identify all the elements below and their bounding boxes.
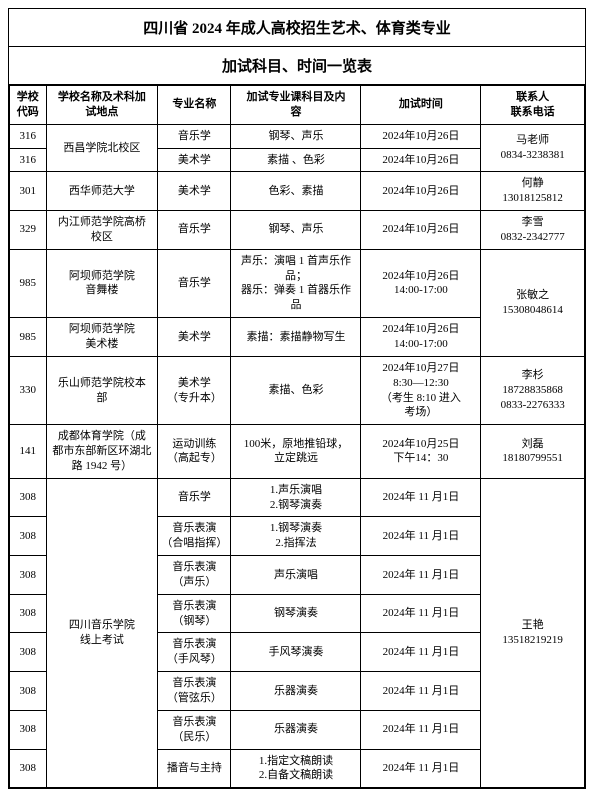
cell-major: 音乐学: [158, 124, 231, 148]
cell-school: 西昌学院北校区: [46, 124, 158, 172]
cell-subj: 手风琴演奏: [231, 633, 361, 672]
cell-major: 音乐表演（钢琴）: [158, 594, 231, 633]
cell-subj: 色彩、素描: [231, 172, 361, 211]
cell-contact: 何静13018125812: [481, 172, 585, 211]
cell-school: 阿坝师范学院美术楼: [46, 318, 158, 357]
cell-subj: 素描、色彩: [231, 356, 361, 424]
cell-major: 美术学: [158, 172, 231, 211]
header-subject: 加试专业课科目及内容: [231, 86, 361, 125]
cell-major: 音乐学: [158, 478, 231, 517]
cell-time: 2024年 11 月1日: [361, 710, 481, 749]
cell-code: 308: [10, 556, 47, 595]
cell-contact: 马老师0834-3238381: [481, 124, 585, 172]
cell-major: 音乐表演（手风琴）: [158, 633, 231, 672]
cell-subj: 1.声乐演唱2.钢琴演奏: [231, 478, 361, 517]
header-code: 学校代码: [10, 86, 47, 125]
cell-major: 音乐表演（合唱指挥）: [158, 517, 231, 556]
schedule-table: 学校代码 学校名称及术科加试地点 专业名称 加试专业课科目及内容 加试时间 联系…: [9, 85, 585, 788]
table-row: 308 四川音乐学院线上考试 音乐学 1.声乐演唱2.钢琴演奏 2024年 11…: [10, 478, 585, 517]
cell-time: 2024年10月25日下午14：30: [361, 425, 481, 479]
cell-contact: 张敏之15308048614: [481, 249, 585, 356]
cell-time: 2024年10月26日: [361, 148, 481, 172]
page-title-1: 四川省 2024 年成人高校招生艺术、体育类专业: [9, 9, 585, 47]
cell-code: 308: [10, 517, 47, 556]
cell-major: 美术学: [158, 318, 231, 357]
cell-subj: 乐器演奏: [231, 710, 361, 749]
cell-time: 2024年10月26日14:00-17:00: [361, 318, 481, 357]
cell-contact: 李杉187288358680833-2276333: [481, 356, 585, 424]
cell-school: 成都体育学院（成都市东部新区环湖北路 1942 号）: [46, 425, 158, 479]
cell-code: 316: [10, 148, 47, 172]
cell-code: 141: [10, 425, 47, 479]
table-row: 985 阿坝师范学院音舞楼 音乐学 声乐：演唱 1 首声乐作品；器乐：弹奏 1 …: [10, 249, 585, 317]
cell-code: 308: [10, 749, 47, 788]
cell-code: 329: [10, 211, 47, 250]
cell-major: 美术学: [158, 148, 231, 172]
table-header-row: 学校代码 学校名称及术科加试地点 专业名称 加试专业课科目及内容 加试时间 联系…: [10, 86, 585, 125]
cell-subj: 素描 、色彩: [231, 148, 361, 172]
cell-major: 运动训练（高起专）: [158, 425, 231, 479]
cell-time: 2024年10月26日: [361, 124, 481, 148]
cell-subj: 素描：素描静物写生: [231, 318, 361, 357]
cell-major: 播音与主持: [158, 749, 231, 788]
table-row: 316 西昌学院北校区 音乐学 钢琴、声乐 2024年10月26日 马老师083…: [10, 124, 585, 148]
cell-subj: 钢琴、声乐: [231, 211, 361, 250]
cell-major: 音乐表演（民乐）: [158, 710, 231, 749]
cell-subj: 钢琴演奏: [231, 594, 361, 633]
cell-major: 音乐学: [158, 211, 231, 250]
header-major: 专业名称: [158, 86, 231, 125]
cell-time: 2024年 11 月1日: [361, 672, 481, 711]
table-row: 301 西华师范大学 美术学 色彩、素描 2024年10月26日 何静13018…: [10, 172, 585, 211]
table-row: 329 内江师范学院高桥校区 音乐学 钢琴、声乐 2024年10月26日 李雪0…: [10, 211, 585, 250]
cell-time: 2024年10月26日: [361, 172, 481, 211]
cell-code: 308: [10, 478, 47, 517]
cell-code: 308: [10, 710, 47, 749]
cell-time: 2024年 11 月1日: [361, 556, 481, 595]
cell-time: 2024年10月26日: [361, 211, 481, 250]
cell-time: 2024年 11 月1日: [361, 478, 481, 517]
cell-code: 985: [10, 318, 47, 357]
cell-major: 美术学（专升本）: [158, 356, 231, 424]
cell-school: 乐山师范学院校本部: [46, 356, 158, 424]
cell-contact: 王艳13518219219: [481, 478, 585, 788]
cell-code: 308: [10, 594, 47, 633]
cell-subj: 1.指定文稿朗读2.自备文稿朗读: [231, 749, 361, 788]
table-wrapper: 四川省 2024 年成人高校招生艺术、体育类专业 加试科目、时间一览表 学校代码…: [8, 8, 586, 789]
cell-code: 308: [10, 633, 47, 672]
cell-school: 四川音乐学院线上考试: [46, 478, 158, 788]
cell-code: 316: [10, 124, 47, 148]
cell-code: 308: [10, 672, 47, 711]
cell-time: 2024年 11 月1日: [361, 517, 481, 556]
cell-school: 阿坝师范学院音舞楼: [46, 249, 158, 317]
cell-school: 西华师范大学: [46, 172, 158, 211]
table-row: 330 乐山师范学院校本部 美术学（专升本） 素描、色彩 2024年10月27日…: [10, 356, 585, 424]
cell-school: 内江师范学院高桥校区: [46, 211, 158, 250]
cell-code: 330: [10, 356, 47, 424]
cell-time: 2024年 11 月1日: [361, 594, 481, 633]
cell-time: 2024年10月26日14:00-17:00: [361, 249, 481, 317]
cell-code: 985: [10, 249, 47, 317]
cell-time: 2024年10月27日8:30—12:30（考生 8:10 进入考场）: [361, 356, 481, 424]
cell-subj: 乐器演奏: [231, 672, 361, 711]
cell-subj: 1.钢琴演奏2.指挥法: [231, 517, 361, 556]
cell-contact: 刘磊18180799551: [481, 425, 585, 479]
header-contact: 联系人联系电话: [481, 86, 585, 125]
cell-subj: 声乐：演唱 1 首声乐作品；器乐：弹奏 1 首器乐作品: [231, 249, 361, 317]
page-title-2: 加试科目、时间一览表: [9, 47, 585, 85]
cell-code: 301: [10, 172, 47, 211]
cell-subj: 声乐演唱: [231, 556, 361, 595]
cell-time: 2024年 11 月1日: [361, 633, 481, 672]
cell-subj: 100米，原地推铅球，立定跳远: [231, 425, 361, 479]
cell-major: 音乐表演（管弦乐）: [158, 672, 231, 711]
cell-major: 音乐表演（声乐）: [158, 556, 231, 595]
cell-major: 音乐学: [158, 249, 231, 317]
cell-contact: 李雪0832-2342777: [481, 211, 585, 250]
table-row: 141 成都体育学院（成都市东部新区环湖北路 1942 号） 运动训练（高起专）…: [10, 425, 585, 479]
cell-subj: 钢琴、声乐: [231, 124, 361, 148]
header-school: 学校名称及术科加试地点: [46, 86, 158, 125]
cell-time: 2024年 11 月1日: [361, 749, 481, 788]
header-time: 加试时间: [361, 86, 481, 125]
